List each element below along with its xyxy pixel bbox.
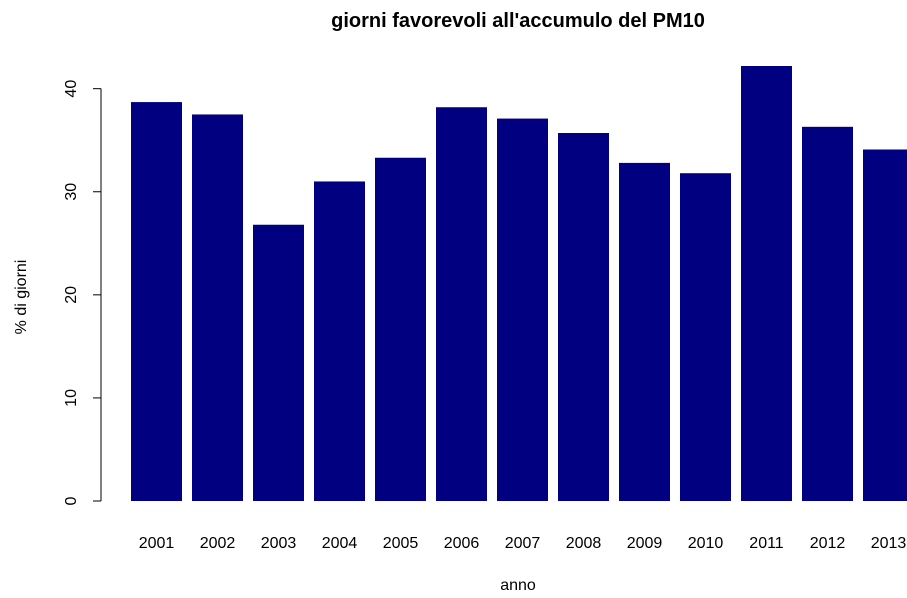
bar-2001 [131, 102, 182, 502]
bar-2010 [680, 173, 731, 501]
bar-2011 [741, 66, 792, 501]
chart-title: giorni favorevoli all'accumulo del PM10 [331, 10, 705, 32]
x-tick-label: 2008 [566, 535, 602, 552]
x-tick-label: 2003 [261, 535, 297, 552]
x-tick-label: 2004 [322, 535, 358, 552]
x-tick-label: 2001 [139, 535, 175, 552]
x-tick-label: 2005 [383, 535, 419, 552]
y-axis: 0 10 20 30 40 [63, 80, 102, 505]
bar-2004 [314, 181, 365, 501]
x-tick-labels: 2001 2002 2003 2004 2005 2006 2007 2008 2009 2010… [139, 535, 907, 552]
x-axis-label: anno [500, 577, 536, 594]
bar-2009 [619, 162, 670, 501]
bar-2005 [375, 157, 426, 501]
bar-2002 [192, 114, 243, 501]
x-tick-label: 2006 [444, 535, 480, 552]
x-tick-label: 2013 [871, 535, 907, 552]
x-tick-label: 2002 [200, 535, 236, 552]
x-tick-label: 2009 [627, 535, 663, 552]
y-tick-label: 10 [63, 389, 80, 407]
x-tick-label: 2010 [688, 535, 724, 552]
bar-2012 [802, 126, 853, 501]
x-tick-label: 2007 [505, 535, 541, 552]
x-tick-label: 2012 [810, 535, 846, 552]
bar-2003 [253, 224, 304, 501]
x-tick-label: 2011 [749, 535, 784, 552]
y-ticks: 0 10 20 30 40 [63, 80, 101, 505]
y-tick-label: 20 [63, 286, 80, 304]
y-axis-label: % di giorni [13, 260, 30, 335]
y-tick-label: 40 [63, 80, 80, 98]
y-tick-label: 0 [63, 496, 80, 505]
bar-2008 [558, 133, 609, 501]
bars [131, 66, 907, 502]
bar-2013 [863, 149, 907, 502]
bar-2006 [436, 107, 487, 501]
y-tick-label: 30 [63, 183, 80, 201]
bar-2007 [497, 118, 548, 501]
